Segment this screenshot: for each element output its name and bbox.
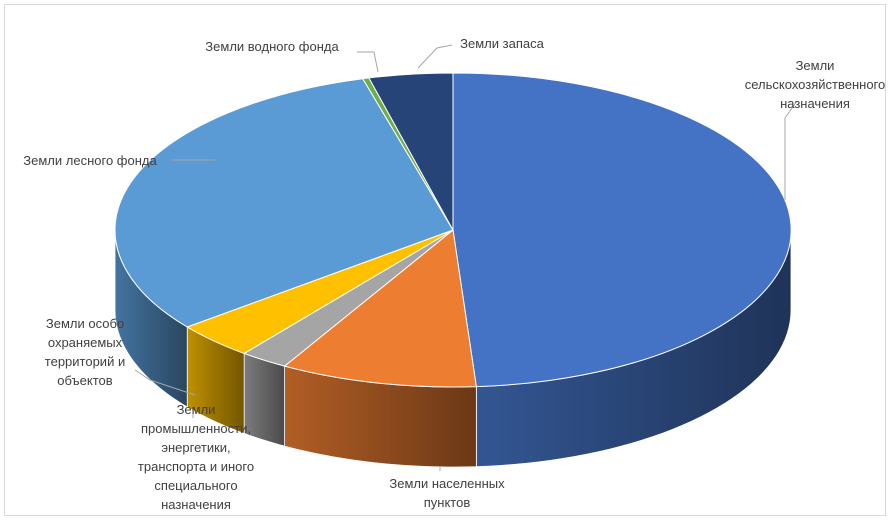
pie-slice-agri[interactable] — [452, 72, 792, 388]
leader-line-water — [357, 51, 379, 73]
slice-label-agri: Земли сельскохозяйственного назначения — [745, 58, 886, 111]
pie-slice-forest[interactable] — [114, 78, 454, 328]
leader-line-reserve — [417, 44, 453, 69]
leader-line-agri — [784, 100, 798, 200]
slice-label-reserve: Земли запаса — [460, 36, 544, 51]
slice-label-forest: Земли лесного фонда — [23, 153, 157, 168]
slice-label-industry: Земли промышленности, энергетики, транспорт… — [138, 402, 254, 512]
slice-label-water: Земли водного фонда — [205, 39, 339, 54]
pie-slice-settle[interactable] — [283, 229, 477, 388]
leader-lines — [134, 44, 798, 471]
slice-label-settle: Земли населенных пунктов — [389, 476, 505, 510]
slice-label-protect: Земли особо охраняемых территорий и объекто… — [45, 316, 125, 388]
slice-labels: Земли сельскохозяйственного назначения Земл… — [23, 36, 885, 512]
pie-slice-reserve[interactable] — [368, 72, 454, 231]
leader-line-protect — [134, 369, 196, 396]
pie-tops — [114, 72, 792, 388]
